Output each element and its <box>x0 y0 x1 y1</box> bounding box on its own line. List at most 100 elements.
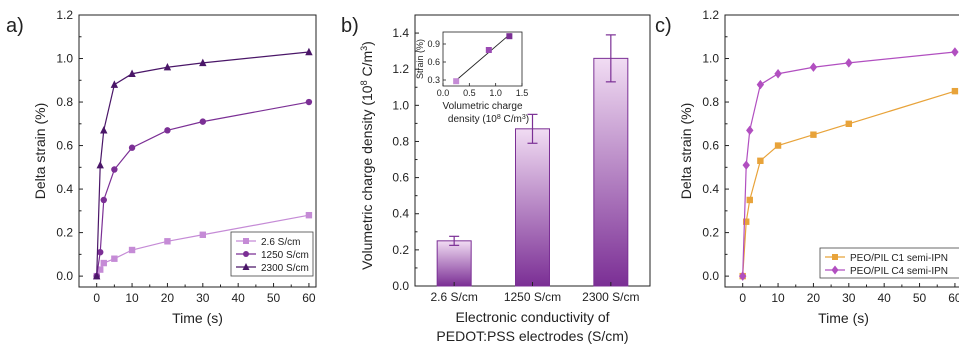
data-point <box>746 196 753 204</box>
y-tick-label: 0.0 <box>56 269 73 283</box>
y-tick-label: 0.4 <box>392 207 409 221</box>
data-point <box>774 69 782 79</box>
panel-c-chart: 0.0 0.2 0.4 0.6 0.8 1.0 1.2 0 10 20 30 40 50 60 Time (… <box>678 8 959 326</box>
data-point <box>951 87 959 95</box>
legend-label: 1250 S/cm <box>261 250 309 261</box>
data-point <box>199 58 207 67</box>
data-point <box>100 126 108 134</box>
inset-x-axis-label: Volumetric charge <box>442 101 522 112</box>
y-tick-label: 1.0 <box>56 52 73 66</box>
y-axis-label: Delta strain (%) <box>678 103 694 199</box>
x-tick-label: 2.6 S/cm <box>430 290 477 304</box>
data-point <box>96 160 104 169</box>
panel-label-a: a) <box>6 15 24 37</box>
inset-x-tick-label: 0.5 <box>463 88 476 98</box>
y-axis-label-superscript: 8 <box>359 80 369 85</box>
data-point <box>845 58 853 68</box>
legend-box <box>819 247 959 279</box>
inset-x-tick-label: 1.0 <box>489 88 502 98</box>
y-tick-label: 0.2 <box>702 226 719 240</box>
y-tick-label: 1.2 <box>56 8 73 22</box>
x-tick-label: 40 <box>877 291 891 305</box>
x-tick-label: 50 <box>267 291 281 305</box>
legend-marker <box>242 263 250 270</box>
bar-3 <box>593 57 629 287</box>
y-tick-label: 0.0 <box>392 279 409 293</box>
x-tick-label: 1250 S/cm <box>504 290 561 304</box>
data-point <box>951 47 959 57</box>
inset-label-part: density (10 <box>448 114 497 125</box>
panel-c-plot-frame <box>724 14 959 288</box>
panel-label-b: b) <box>341 15 359 37</box>
data-point <box>305 47 313 56</box>
bar-2 <box>515 128 550 287</box>
legend-marker <box>832 254 838 260</box>
x-tick-label: 0 <box>93 291 100 305</box>
y-tick-label: 0.4 <box>702 182 719 196</box>
y-tick-label: 0.8 <box>392 134 409 148</box>
inset-y-axis-label: Strain (%) <box>415 39 425 79</box>
legend-marker <box>243 251 249 257</box>
data-point <box>111 255 118 262</box>
y-axis-label: Volumetric charge density (108 C/m3) <box>359 41 375 270</box>
panel-label-c: c) <box>655 15 672 37</box>
data-point <box>100 196 107 204</box>
data-point <box>305 211 313 219</box>
data-point <box>97 248 104 256</box>
panel-a-chart: 0.0 0.2 0.4 0.6 0.8 1.0 1.2 0 10 20 30 40 50 60 Time (… <box>32 8 317 326</box>
data-point <box>743 218 750 225</box>
y-axis-label: Delta strain (%) <box>32 103 48 199</box>
data-point <box>100 259 107 267</box>
bar-1 <box>436 240 472 287</box>
x-tick-label: 40 <box>231 291 245 305</box>
legend-label: PEO/PIL C4 semi-IPN <box>850 266 948 277</box>
x-tick-label: 30 <box>196 291 210 305</box>
inset-y-tick-label: 0.3 <box>427 75 440 85</box>
x-tick-label: 50 <box>913 291 927 305</box>
data-point <box>774 142 782 149</box>
data-point <box>128 69 136 77</box>
data-point <box>163 63 172 71</box>
data-point <box>746 125 754 136</box>
series-line-1 <box>742 90 956 277</box>
inset-y-tick-label: 0.9 <box>427 39 440 49</box>
panel-a-plot-frame <box>78 14 317 288</box>
x-tick-label: 20 <box>161 291 175 305</box>
inset-frame <box>442 31 523 87</box>
series-line-2 <box>96 101 310 277</box>
data-point <box>756 79 765 90</box>
inset-x-axis-label-line2: density (108 C/m3) <box>448 114 529 126</box>
y-tick-label: 1.0 <box>392 98 409 112</box>
data-point <box>92 271 101 280</box>
y-tick-label: 0.6 <box>392 171 409 185</box>
data-point <box>199 118 207 125</box>
legend-label: 2.6 S/cm <box>261 237 300 248</box>
x-axis-label-line2: PEDOT:PSS electrodes (S/cm) <box>436 328 628 344</box>
inset-data-point <box>506 33 513 40</box>
data-point <box>164 127 171 134</box>
x-axis-label: Time (s) <box>172 310 223 326</box>
y-tick-label: 1.2 <box>392 62 409 76</box>
y-tick-label: 0.8 <box>702 95 719 109</box>
data-point <box>845 120 853 127</box>
data-point <box>305 98 313 106</box>
data-point <box>128 246 136 254</box>
x-tick-label: 60 <box>948 291 959 305</box>
y-axis-label-superscript: 3 <box>359 46 369 51</box>
x-tick-label: 20 <box>807 291 821 305</box>
data-point <box>757 157 764 164</box>
data-point <box>742 160 750 170</box>
y-tick-label: 0.6 <box>702 139 719 153</box>
y-axis-label-part: C/m <box>359 51 375 81</box>
inset-x-tick-label: 1.5 <box>516 88 529 98</box>
data-point <box>738 271 747 281</box>
data-point <box>111 166 118 173</box>
x-tick-label: 10 <box>771 291 785 305</box>
y-tick-label: 1.2 <box>702 8 719 22</box>
x-axis-label: Time (s) <box>818 310 869 326</box>
y-axis-label-part: ) <box>359 41 375 46</box>
data-point <box>97 266 104 273</box>
data-point <box>164 238 171 245</box>
inset-data-point <box>485 47 492 53</box>
